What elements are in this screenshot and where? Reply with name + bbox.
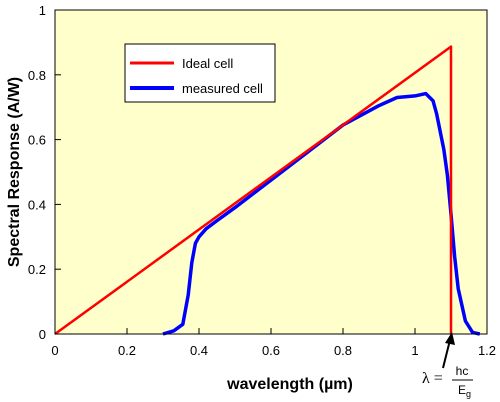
x-tick-label: 0.4	[190, 343, 208, 358]
y-tick-label: 1	[39, 3, 46, 18]
y-tick-label: 0.4	[28, 197, 46, 212]
legend-box	[124, 43, 276, 103]
annotation-arrow	[442, 339, 451, 369]
x-tick-label: 0.8	[334, 343, 352, 358]
y-tick-label: 0.2	[28, 262, 46, 277]
x-axis-title: wavelength (µm)	[226, 376, 353, 393]
x-tick-label: 1.2	[478, 343, 496, 358]
y-axis-title: Spectral Response (A/W)	[6, 77, 23, 267]
arrowhead-icon	[445, 332, 455, 345]
formula-denominator: Eg	[458, 383, 471, 399]
legend-label-measured: measured cell	[182, 81, 263, 96]
legend-label-ideal: Ideal cell	[182, 56, 233, 71]
x-tick-label: 1	[411, 343, 418, 358]
y-tick-label: 0.8	[28, 68, 46, 83]
x-tick-label: 0.2	[118, 343, 136, 358]
x-tick-label: 0.6	[262, 343, 280, 358]
series-layer	[54, 45, 481, 336]
formula-denominator-subscript: g	[466, 389, 471, 399]
formula-numerator: hc	[456, 364, 469, 378]
bandgap-annotation: λ = hc Eg	[422, 332, 473, 399]
legend: Ideal cell measured cell	[124, 43, 276, 103]
formula-lambda: λ =	[422, 370, 443, 387]
series-line-ideal	[54, 45, 453, 336]
y-tick-label: 0	[39, 327, 46, 342]
x-tick-label: 0	[51, 343, 58, 358]
series-line-measured	[162, 91, 481, 336]
ticks-layer: 0 0.2 0.4 0.6 0.8 1 1.2 0 0.2 0.4 0.6 0.8 1	[28, 3, 496, 358]
y-tick-label: 0.6	[28, 133, 46, 148]
